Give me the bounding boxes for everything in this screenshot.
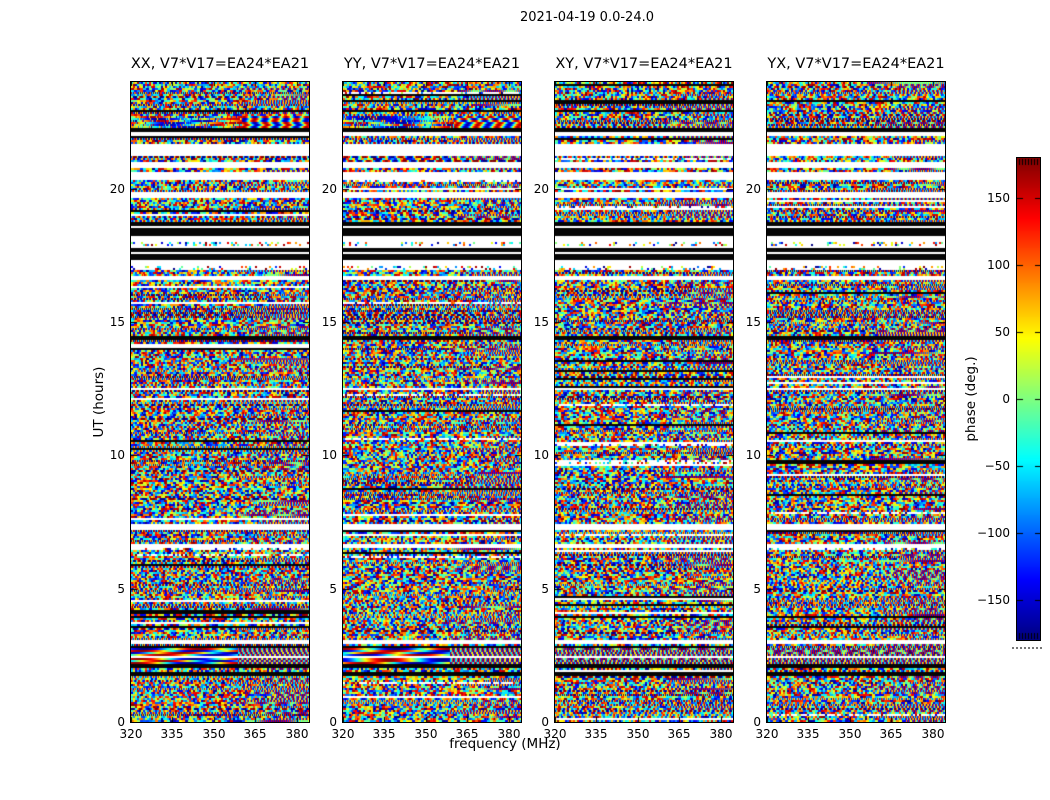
phase-waterfall-panel-xx — [130, 81, 310, 723]
phase-waterfall-panel-yx — [766, 81, 946, 723]
y-tick-label: 10 — [745, 448, 761, 462]
y-tick-label: 15 — [109, 315, 125, 329]
x-tick-label: 335 — [584, 727, 608, 741]
phase-waterfall-panel-yy — [342, 81, 522, 723]
y-tick-label: 0 — [117, 715, 125, 729]
y-axis-label: UT (hours) — [91, 366, 107, 438]
x-tick-label: 335 — [796, 727, 820, 741]
y-tick-label: 20 — [745, 182, 761, 196]
colorbar-minor-ticks — [1012, 647, 1042, 649]
x-tick-label: 350 — [414, 727, 438, 741]
x-tick-label: 350 — [202, 727, 226, 741]
colorbar-tick-label: 100 — [987, 258, 1010, 272]
colorbar-tick-label: −50 — [984, 459, 1010, 473]
x-tick-label: 335 — [160, 727, 184, 741]
y-tick-label: 20 — [533, 182, 549, 196]
y-tick-label: 0 — [753, 715, 761, 729]
panel-title-yy: YY, V7*V17=EA24*EA21 — [343, 56, 521, 72]
phase-waterfall-canvas-xx — [131, 82, 309, 722]
y-tick-label: 10 — [533, 448, 549, 462]
phase-waterfall-panel-xy — [554, 81, 734, 723]
panel-title-xx: XX, V7*V17=EA24*EA21 — [130, 56, 310, 72]
panel-title-yx: YX, V7*V17=EA24*EA21 — [767, 56, 945, 72]
x-tick-label: 365 — [667, 727, 691, 741]
y-tick-label: 5 — [117, 582, 125, 596]
x-tick-label: 320 — [119, 727, 143, 741]
phase-waterfall-canvas-yx — [767, 82, 945, 722]
y-tick-label: 20 — [109, 182, 125, 196]
colorbar-tick-label: −100 — [977, 526, 1010, 540]
x-tick-label: 320 — [755, 727, 779, 741]
phase-waterfall-canvas-yy — [343, 82, 521, 722]
y-tick-label: 10 — [321, 448, 337, 462]
y-tick-label: 10 — [109, 448, 125, 462]
colorbar — [1016, 157, 1041, 641]
phase-waterfall-canvas-xy — [555, 82, 733, 722]
x-tick-label: 380 — [285, 727, 309, 741]
colorbar-gradient — [1017, 158, 1040, 640]
y-tick-label: 15 — [533, 315, 549, 329]
x-tick-label: 335 — [372, 727, 396, 741]
figure-title: 2021-04-19 0.0-24.0 — [520, 10, 654, 25]
y-tick-label: 0 — [541, 715, 549, 729]
y-tick-label: 0 — [329, 715, 337, 729]
colorbar-tick-label: 0 — [1002, 392, 1010, 406]
x-tick-label: 365 — [879, 727, 903, 741]
x-tick-label: 350 — [626, 727, 650, 741]
x-tick-label: 350 — [838, 727, 862, 741]
x-tick-label: 380 — [921, 727, 945, 741]
y-tick-label: 5 — [541, 582, 549, 596]
colorbar-tick-label: 50 — [994, 325, 1010, 339]
y-tick-label: 5 — [329, 582, 337, 596]
colorbar-tick-label: −150 — [977, 593, 1010, 607]
x-tick-label: 365 — [243, 727, 267, 741]
y-tick-label: 15 — [321, 315, 337, 329]
x-tick-label: 380 — [709, 727, 733, 741]
colorbar-tick-label: 150 — [987, 191, 1010, 205]
y-tick-label: 20 — [321, 182, 337, 196]
x-tick-label: 320 — [331, 727, 355, 741]
panel-title-xy: XY, V7*V17=EA24*EA21 — [555, 56, 733, 72]
y-tick-label: 15 — [745, 315, 761, 329]
x-tick-label: 380 — [497, 727, 521, 741]
x-axis-label: frequency (MHz) — [449, 736, 561, 752]
y-tick-label: 5 — [753, 582, 761, 596]
x-tick-label: 320 — [543, 727, 567, 741]
x-tick-label: 365 — [455, 727, 479, 741]
